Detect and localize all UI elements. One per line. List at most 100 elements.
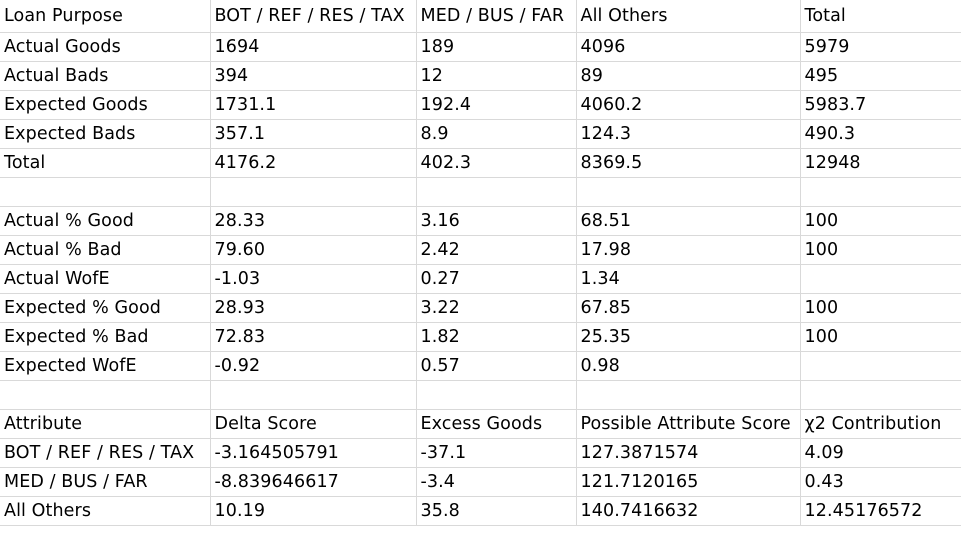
cell[interactable] bbox=[416, 177, 577, 207]
cell[interactable]: Expected % Bad bbox=[0, 322, 211, 352]
cell[interactable]: 2.42 bbox=[416, 235, 577, 265]
cell[interactable]: 5979 bbox=[800, 32, 961, 62]
cell[interactable] bbox=[800, 177, 961, 207]
table-row: Expected Goods 1731.1 192.4 4060.2 5983.… bbox=[0, 90, 961, 120]
cell[interactable]: Possible Attribute Score bbox=[576, 409, 801, 439]
cell[interactable] bbox=[800, 351, 961, 381]
cell[interactable]: 100 bbox=[800, 235, 961, 265]
cell[interactable]: 189 bbox=[416, 32, 577, 62]
table-row: Expected WofE -0.92 0.57 0.98 bbox=[0, 351, 961, 381]
cell[interactable]: Total bbox=[0, 148, 211, 178]
cell[interactable]: 402.3 bbox=[416, 148, 577, 178]
cell[interactable]: 1.34 bbox=[576, 264, 801, 294]
table-row: Expected Bads 357.1 8.9 124.3 490.3 bbox=[0, 119, 961, 149]
cell[interactable]: 4.09 bbox=[800, 438, 961, 468]
cell[interactable]: Expected Goods bbox=[0, 90, 211, 120]
cell[interactable]: 1731.1 bbox=[210, 90, 417, 120]
cell[interactable] bbox=[0, 177, 211, 207]
cell[interactable]: Expected % Good bbox=[0, 293, 211, 323]
cell[interactable]: 89 bbox=[576, 61, 801, 91]
cell[interactable]: BOT / REF / RES / TAX bbox=[210, 0, 417, 33]
cell[interactable]: 28.33 bbox=[210, 206, 417, 236]
cell[interactable]: Delta Score bbox=[210, 409, 417, 439]
cell[interactable]: 12.45176572 bbox=[800, 496, 961, 526]
table-row: MED / BUS / FAR -8.839646617 -3.4 121.71… bbox=[0, 467, 961, 497]
cell[interactable]: 357.1 bbox=[210, 119, 417, 149]
cell[interactable]: MED / BUS / FAR bbox=[0, 467, 211, 497]
table-row: Expected % Bad 72.83 1.82 25.35 100 bbox=[0, 322, 961, 352]
cell[interactable]: 495 bbox=[800, 61, 961, 91]
cell[interactable]: 0.27 bbox=[416, 264, 577, 294]
cell[interactable]: 28.93 bbox=[210, 293, 417, 323]
cell[interactable]: 3.22 bbox=[416, 293, 577, 323]
cell[interactable]: Excess Goods bbox=[416, 409, 577, 439]
cell[interactable]: All Others bbox=[0, 496, 211, 526]
cell[interactable]: -3.164505791 bbox=[210, 438, 417, 468]
cell[interactable]: 490.3 bbox=[800, 119, 961, 149]
cell[interactable]: 68.51 bbox=[576, 206, 801, 236]
cell[interactable] bbox=[576, 380, 801, 410]
cell[interactable] bbox=[416, 380, 577, 410]
cell[interactable]: 12 bbox=[416, 61, 577, 91]
cell[interactable]: -37.1 bbox=[416, 438, 577, 468]
table-row: Actual Goods 1694 189 4096 5979 bbox=[0, 32, 961, 62]
cell[interactable] bbox=[576, 177, 801, 207]
cell[interactable] bbox=[800, 380, 961, 410]
cell[interactable]: 8369.5 bbox=[576, 148, 801, 178]
cell[interactable]: 25.35 bbox=[576, 322, 801, 352]
cell[interactable]: Expected Bads bbox=[0, 119, 211, 149]
cell[interactable]: 35.8 bbox=[416, 496, 577, 526]
cell[interactable]: Actual Bads bbox=[0, 61, 211, 91]
cell[interactable]: 1.82 bbox=[416, 322, 577, 352]
cell[interactable]: BOT / REF / RES / TAX bbox=[0, 438, 211, 468]
cell[interactable]: 8.9 bbox=[416, 119, 577, 149]
cell[interactable]: 124.3 bbox=[576, 119, 801, 149]
cell[interactable]: 12948 bbox=[800, 148, 961, 178]
cell[interactable]: Attribute bbox=[0, 409, 211, 439]
cell[interactable]: Total bbox=[800, 0, 961, 33]
cell[interactable]: 67.85 bbox=[576, 293, 801, 323]
cell[interactable] bbox=[0, 380, 211, 410]
cell[interactable] bbox=[210, 177, 417, 207]
cell[interactable]: 72.83 bbox=[210, 322, 417, 352]
cell[interactable]: 4060.2 bbox=[576, 90, 801, 120]
cell[interactable]: Expected WofE bbox=[0, 351, 211, 381]
cell[interactable] bbox=[210, 380, 417, 410]
cell[interactable]: Actual % Bad bbox=[0, 235, 211, 265]
cell[interactable]: 394 bbox=[210, 61, 417, 91]
table-row bbox=[0, 177, 961, 207]
cell[interactable]: 79.60 bbox=[210, 235, 417, 265]
cell[interactable]: -8.839646617 bbox=[210, 467, 417, 497]
cell[interactable]: -1.03 bbox=[210, 264, 417, 294]
cell[interactable]: Actual Goods bbox=[0, 32, 211, 62]
cell[interactable]: 192.4 bbox=[416, 90, 577, 120]
cell[interactable]: 5983.7 bbox=[800, 90, 961, 120]
cell[interactable]: 100 bbox=[800, 206, 961, 236]
cell[interactable]: 10.19 bbox=[210, 496, 417, 526]
cell[interactable] bbox=[800, 264, 961, 294]
cell[interactable]: All Others bbox=[576, 0, 801, 33]
cell[interactable]: 140.7416632 bbox=[576, 496, 801, 526]
cell[interactable]: χ2 Contribution bbox=[800, 409, 961, 439]
cell[interactable]: 1694 bbox=[210, 32, 417, 62]
cell[interactable]: 127.3871574 bbox=[576, 438, 801, 468]
cell[interactable]: MED / BUS / FAR bbox=[416, 0, 577, 33]
cell[interactable]: 121.7120165 bbox=[576, 467, 801, 497]
cell[interactable]: 17.98 bbox=[576, 235, 801, 265]
cell[interactable]: -0.92 bbox=[210, 351, 417, 381]
table-row: BOT / REF / RES / TAX -3.164505791 -37.1… bbox=[0, 438, 961, 468]
table-row: Actual Bads 394 12 89 495 bbox=[0, 61, 961, 91]
cell[interactable]: 4096 bbox=[576, 32, 801, 62]
cell[interactable]: Actual WofE bbox=[0, 264, 211, 294]
cell[interactable]: 3.16 bbox=[416, 206, 577, 236]
cell[interactable]: 100 bbox=[800, 293, 961, 323]
cell[interactable]: 100 bbox=[800, 322, 961, 352]
cell[interactable]: -3.4 bbox=[416, 467, 577, 497]
cell[interactable]: Loan Purpose bbox=[0, 0, 211, 33]
cell[interactable]: 0.98 bbox=[576, 351, 801, 381]
cell[interactable]: 4176.2 bbox=[210, 148, 417, 178]
cell[interactable]: Actual % Good bbox=[0, 206, 211, 236]
cell[interactable]: 0.57 bbox=[416, 351, 577, 381]
cell[interactable]: 0.43 bbox=[800, 467, 961, 497]
